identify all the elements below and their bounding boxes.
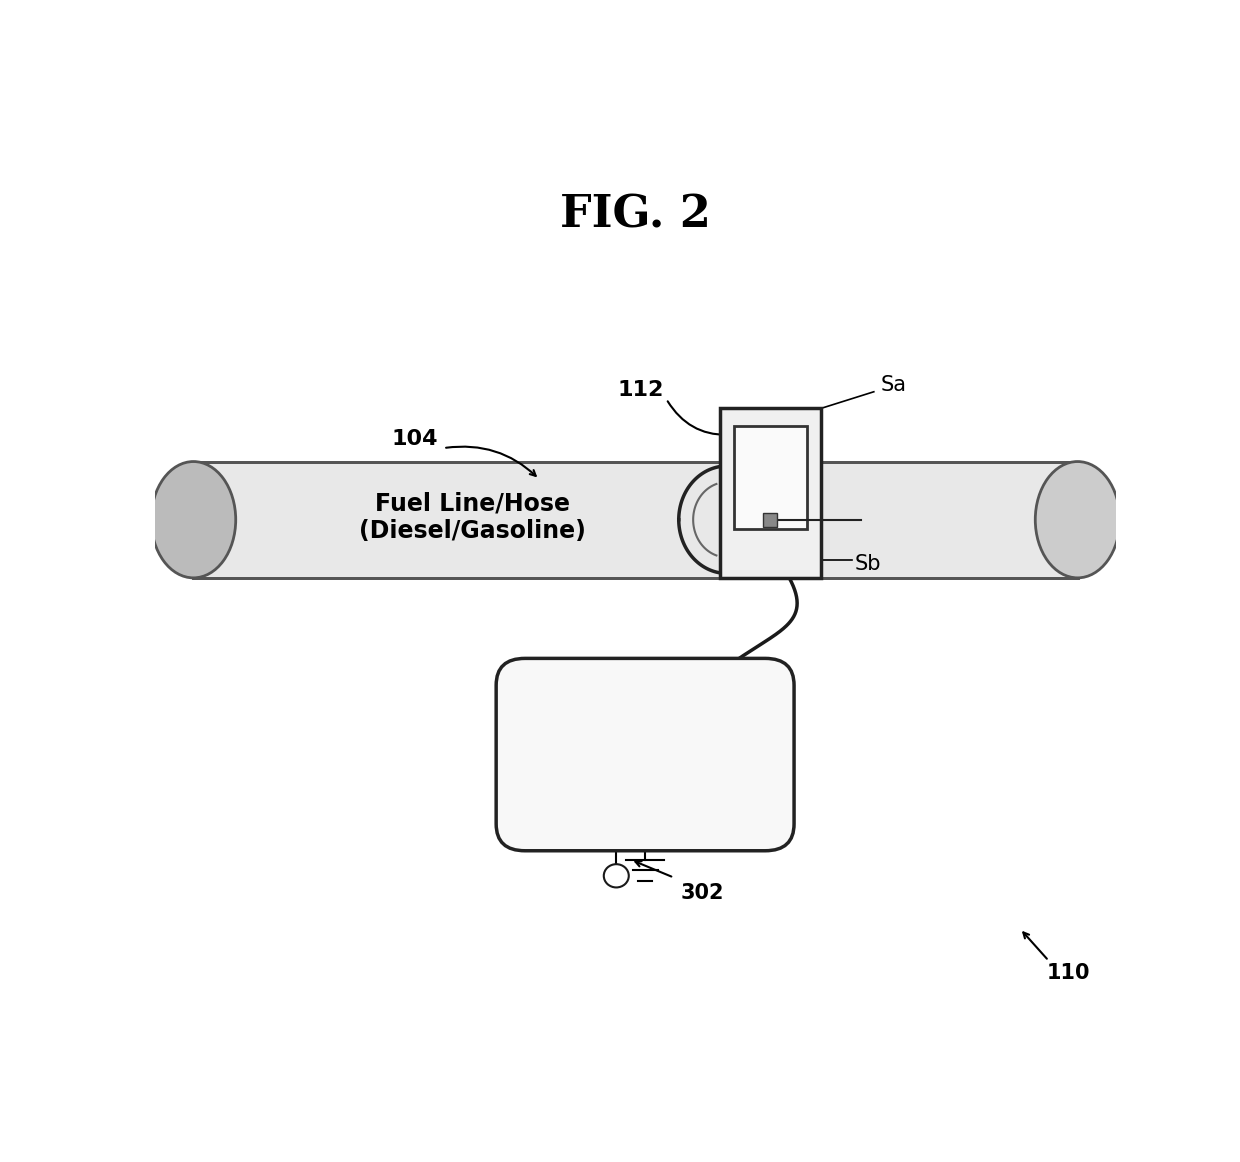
Text: 310: 310 — [616, 775, 675, 803]
Text: FIG. 2: FIG. 2 — [560, 194, 711, 237]
FancyBboxPatch shape — [496, 659, 794, 851]
Text: Electromagnetic: Electromagnetic — [554, 710, 735, 730]
Text: 112: 112 — [618, 380, 663, 400]
Text: Control: Control — [605, 741, 686, 762]
Bar — [764, 512, 776, 526]
Text: Sb: Sb — [854, 554, 882, 574]
Text: 110: 110 — [1047, 963, 1090, 983]
Bar — [193, 461, 1078, 578]
Ellipse shape — [151, 461, 236, 578]
Circle shape — [604, 865, 629, 888]
Ellipse shape — [1035, 461, 1120, 578]
Bar — [734, 425, 806, 529]
Text: Fuel Line/Hose
(Diesel/Gasoline): Fuel Line/Hose (Diesel/Gasoline) — [358, 492, 585, 543]
Text: Sa: Sa — [880, 375, 906, 395]
Text: 302: 302 — [681, 883, 724, 903]
Bar — [720, 408, 821, 578]
Text: 104: 104 — [392, 429, 438, 450]
